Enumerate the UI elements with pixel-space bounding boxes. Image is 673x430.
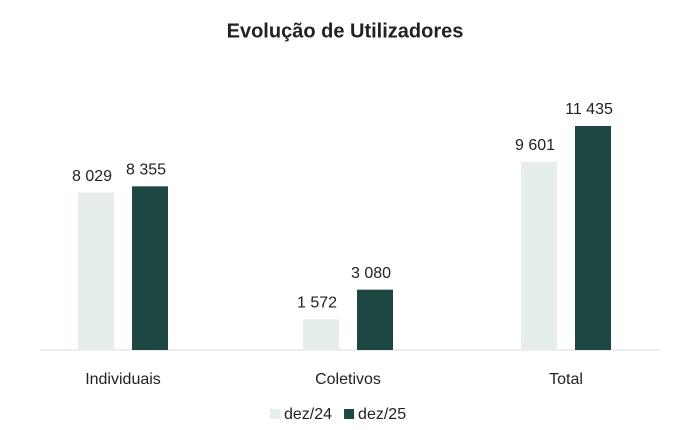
legend-swatch [344,409,355,419]
value-label: 9 601 [515,137,555,154]
bar [357,289,393,350]
x-tick-label: Individuais [85,371,161,388]
x-tick-label: Coletivos [315,371,381,388]
chart-title: Evolução de Utilizadores [227,20,464,42]
bar [78,192,114,350]
value-label: 11 435 [565,101,613,118]
legend-swatch [270,409,280,419]
legend-label: dez/25 [358,406,406,423]
value-label: 1 572 [297,294,337,311]
bar [521,161,557,350]
bar [132,186,168,350]
legend-label: dez/24 [284,406,332,423]
bar [575,126,611,350]
value-label: 8 355 [126,162,166,179]
value-label: 8 029 [72,168,112,185]
x-tick-label: Total [549,371,583,388]
bar [303,319,339,350]
value-label: 3 080 [351,265,391,282]
